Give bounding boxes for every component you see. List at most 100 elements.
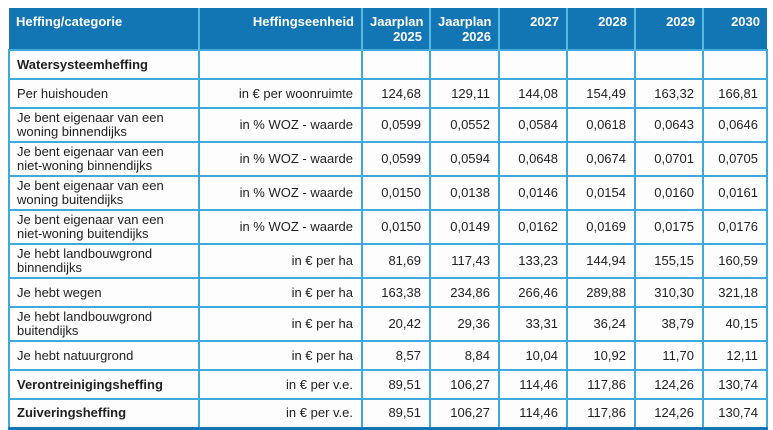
value-cell: 0,0618 bbox=[566, 107, 636, 143]
value-cell: 36,24 bbox=[566, 306, 636, 342]
value-cell: 33,31 bbox=[498, 306, 568, 342]
value-cell: 0,0584 bbox=[498, 107, 568, 143]
value-cell: 0,0599 bbox=[361, 107, 431, 143]
value-cell: 160,59 bbox=[702, 243, 768, 279]
value-cell: 163,32 bbox=[634, 78, 704, 109]
value-cell bbox=[429, 49, 500, 80]
value-cell: 144,94 bbox=[566, 243, 636, 279]
table-row: Watersysteemheffing bbox=[8, 49, 768, 80]
value-cell: 0,0599 bbox=[361, 141, 431, 177]
value-cell: 117,86 bbox=[566, 369, 636, 400]
value-cell: 114,46 bbox=[498, 369, 568, 400]
value-cell: 0,0150 bbox=[361, 175, 431, 211]
value-cell bbox=[634, 49, 704, 80]
value-cell: 89,51 bbox=[361, 398, 431, 430]
value-cell: 10,04 bbox=[498, 340, 568, 371]
table-row: Je hebt natuurgrond in € per ha 8,57 8,84 10… bbox=[8, 340, 768, 371]
unit-cell: in % WOZ - waarde bbox=[198, 107, 363, 143]
value-cell: 155,15 bbox=[634, 243, 704, 279]
column-header-heffingseenheid: Heffingseenheid bbox=[198, 8, 362, 50]
category-cell: Je hebt natuurgrond bbox=[8, 340, 200, 371]
column-header-jaarplan-2025: Jaarplan 2025 bbox=[361, 8, 430, 50]
table-row: Je bent eigenaar van een niet-woning bin… bbox=[8, 141, 768, 177]
value-cell bbox=[566, 49, 636, 80]
value-cell: 38,79 bbox=[634, 306, 704, 342]
value-cell: 0,0705 bbox=[702, 141, 768, 177]
category-cell: Watersysteemheffing bbox=[8, 49, 200, 80]
table-row: Zuiveringsheffing in € per v.e. 89,51 106,2… bbox=[8, 398, 768, 430]
value-cell: 124,26 bbox=[634, 369, 704, 400]
value-cell: 10,92 bbox=[566, 340, 636, 371]
value-cell: 8,84 bbox=[429, 340, 500, 371]
header-row: Heffing/categorie Heffingseenheid Jaarpl… bbox=[9, 8, 767, 50]
value-cell: 234,86 bbox=[429, 277, 500, 308]
value-cell: 321,18 bbox=[702, 277, 768, 308]
unit-cell: in € per ha bbox=[198, 340, 363, 371]
value-cell: 0,0160 bbox=[634, 175, 704, 211]
value-cell: 0,0552 bbox=[429, 107, 500, 143]
value-cell: 0,0169 bbox=[566, 209, 636, 245]
unit-cell: in € per ha bbox=[198, 306, 363, 342]
value-cell: 154,49 bbox=[566, 78, 636, 109]
category-cell: Je hebt landbouwgrond binnendijks bbox=[8, 243, 200, 279]
value-cell: 117,86 bbox=[566, 398, 636, 430]
value-cell: 114,46 bbox=[498, 398, 568, 430]
unit-cell: in % WOZ - waarde bbox=[198, 175, 363, 211]
value-cell: 40,15 bbox=[702, 306, 768, 342]
value-cell: 106,27 bbox=[429, 398, 500, 430]
table-row: Je bent eigenaar van een woning binnendi… bbox=[8, 107, 768, 143]
value-cell: 124,68 bbox=[361, 78, 431, 109]
value-cell: 12,11 bbox=[702, 340, 768, 371]
category-cell: Je hebt landbouwgrond buitendijks bbox=[8, 306, 200, 342]
value-cell: 11,70 bbox=[634, 340, 704, 371]
value-cell: 0,0176 bbox=[702, 209, 768, 245]
unit-cell: in % WOZ - waarde bbox=[198, 209, 363, 245]
column-header-2029: 2029 bbox=[634, 8, 703, 50]
value-cell: 130,74 bbox=[702, 398, 768, 430]
column-header-heffing-categorie: Heffing/categorie bbox=[9, 8, 199, 50]
value-cell: 266,46 bbox=[498, 277, 568, 308]
value-cell: 310,30 bbox=[634, 277, 704, 308]
category-cell: Je bent eigenaar van een niet-woning bui… bbox=[8, 209, 200, 245]
unit-cell: in € per woonruimte bbox=[198, 78, 363, 109]
table-row: Verontreinigingsheffing in € per v.e. 89,5… bbox=[8, 369, 768, 400]
category-cell: Je bent eigenaar van een woning binnendi… bbox=[8, 107, 200, 143]
value-cell bbox=[702, 49, 768, 80]
unit-cell: in € per v.e. bbox=[198, 398, 363, 430]
value-cell: 0,0146 bbox=[498, 175, 568, 211]
value-cell: 106,27 bbox=[429, 369, 500, 400]
tariff-table-container: Heffing/categorie Heffingseenheid Jaarpl… bbox=[8, 8, 768, 430]
table-row: Je hebt landbouwgrond buitendijks in € pe… bbox=[8, 306, 768, 342]
value-cell: 0,0701 bbox=[634, 141, 704, 177]
value-cell: 117,43 bbox=[429, 243, 500, 279]
column-header-2027: 2027 bbox=[498, 8, 567, 50]
value-cell: 129,11 bbox=[429, 78, 500, 109]
tariff-table: Heffing/categorie Heffingseenheid Jaarpl… bbox=[8, 8, 768, 430]
value-cell: 0,0162 bbox=[498, 209, 568, 245]
value-cell: 163,38 bbox=[361, 277, 431, 308]
value-cell: 0,0648 bbox=[498, 141, 568, 177]
value-cell: 0,0154 bbox=[566, 175, 636, 211]
value-cell: 0,0175 bbox=[634, 209, 704, 245]
category-cell: Verontreinigingsheffing bbox=[8, 369, 200, 400]
unit-cell: in € per ha bbox=[198, 243, 363, 279]
value-cell: 133,23 bbox=[498, 243, 568, 279]
value-cell bbox=[361, 49, 431, 80]
value-cell: 289,88 bbox=[566, 277, 636, 308]
value-cell: 20,42 bbox=[361, 306, 431, 342]
value-cell: 130,74 bbox=[702, 369, 768, 400]
value-cell: 166,81 bbox=[702, 78, 768, 109]
column-header-2030: 2030 bbox=[702, 8, 767, 50]
column-header-jaarplan-2026: Jaarplan 2026 bbox=[429, 8, 499, 50]
value-cell: 0,0594 bbox=[429, 141, 500, 177]
value-cell: 0,0138 bbox=[429, 175, 500, 211]
value-cell: 8,57 bbox=[361, 340, 431, 371]
category-cell: Je bent eigenaar van een woning buitendi… bbox=[8, 175, 200, 211]
value-cell: 144,08 bbox=[498, 78, 568, 109]
value-cell: 0,0643 bbox=[634, 107, 704, 143]
value-cell bbox=[498, 49, 568, 80]
column-header-2028: 2028 bbox=[566, 8, 635, 50]
value-cell: 0,0161 bbox=[702, 175, 768, 211]
unit-cell: in % WOZ - waarde bbox=[198, 141, 363, 177]
table-row: Per huishouden in € per woonruimte 124,68 1… bbox=[8, 78, 768, 109]
